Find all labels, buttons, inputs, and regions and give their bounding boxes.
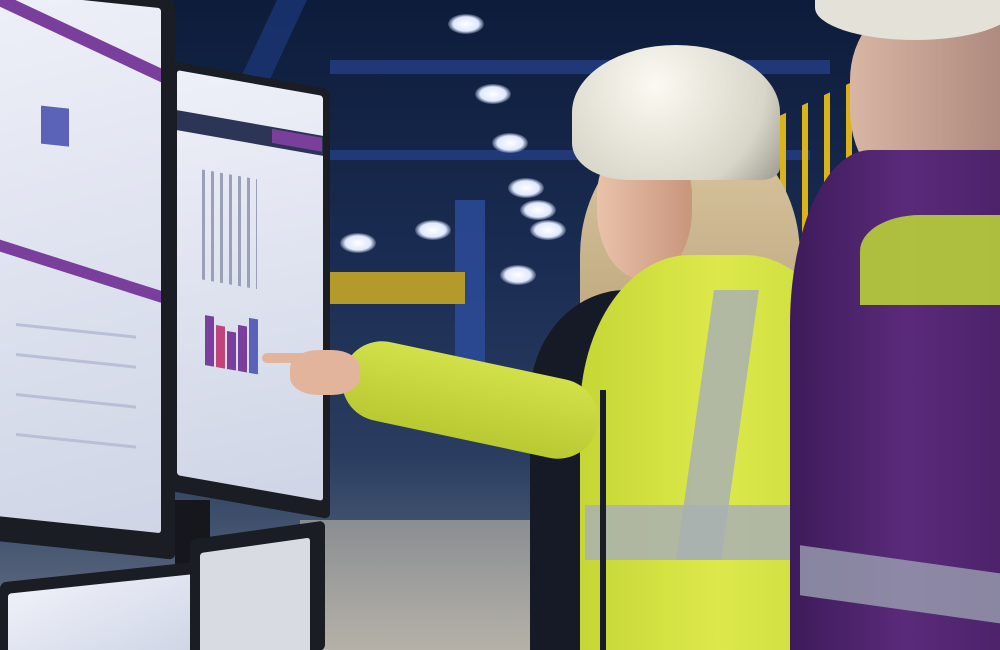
man-vest-collar — [860, 215, 1000, 305]
monitor-left — [0, 0, 175, 560]
ceiling-light — [508, 178, 544, 198]
screen-left — [0, 0, 161, 534]
ceiling-light — [448, 14, 484, 34]
screen-center — [177, 70, 323, 501]
monitor-center — [170, 60, 330, 520]
vest-zipper — [600, 390, 606, 650]
yellow-crane-beam — [325, 272, 465, 304]
monitor-bottom-right — [190, 520, 325, 650]
pointing-finger — [262, 353, 307, 363]
man-hard-hat — [815, 0, 1000, 40]
hard-hat — [572, 45, 780, 180]
monitor-bottom-left — [0, 561, 200, 650]
ceiling-light — [340, 233, 376, 253]
ceiling-light — [492, 133, 528, 153]
ceiling-light — [500, 265, 536, 285]
ceiling-light — [530, 220, 566, 240]
ceiling-beam — [330, 150, 810, 160]
ceiling-light — [415, 220, 451, 240]
ceiling-light — [520, 200, 556, 220]
ceiling-light — [475, 84, 511, 104]
